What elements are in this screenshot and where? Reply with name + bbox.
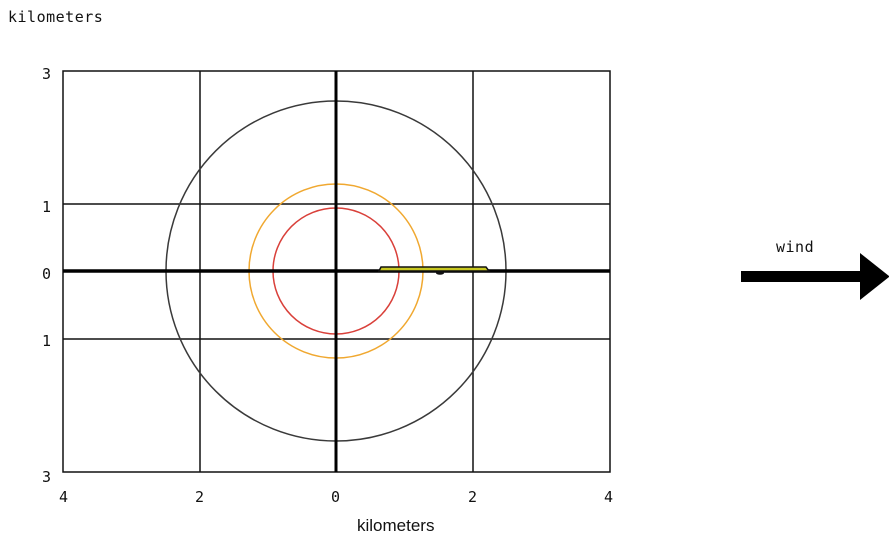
wind-arrow-icon: [741, 253, 889, 300]
y-tick-label: 0: [42, 265, 51, 283]
y-tick-label: 3: [42, 65, 51, 83]
x-tick-label: 4: [59, 488, 68, 506]
y-tick-label: 3: [42, 468, 51, 486]
y-tick-label: 1: [42, 332, 51, 350]
plume-footprint: [377, 266, 491, 272]
y-tick-label: 1: [42, 198, 51, 216]
x-axis-label: kilometers: [357, 516, 435, 535]
x-tick-label: 2: [468, 488, 477, 506]
y-axis-label: kilometers: [8, 8, 104, 26]
x-tick-label: 4: [604, 488, 613, 506]
plume-marker: [436, 271, 444, 275]
wind-label: wind: [776, 238, 815, 256]
x-tick-label: 2: [195, 488, 204, 506]
x-tick-label: 0: [331, 488, 340, 506]
